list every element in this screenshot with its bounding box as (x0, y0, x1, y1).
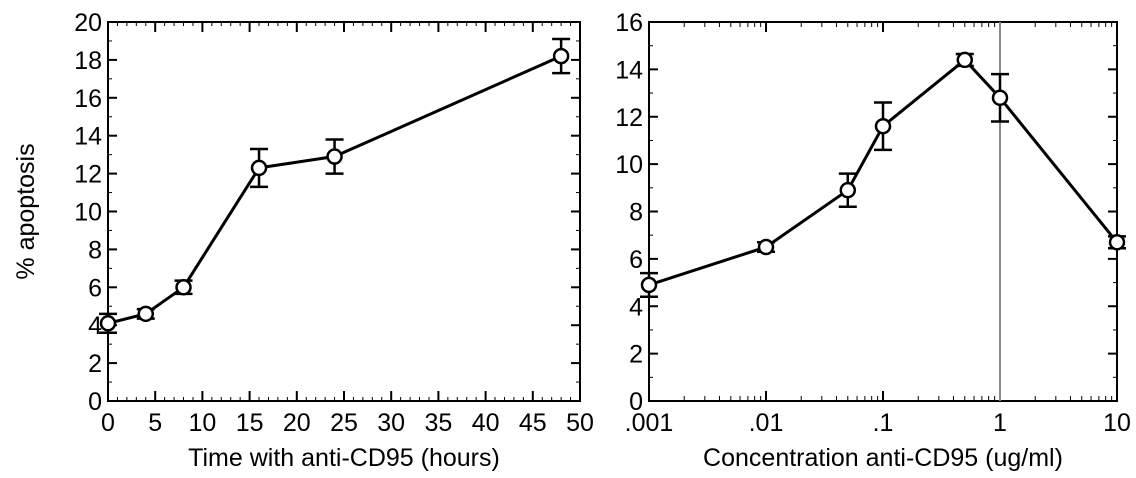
y-tick-label: 4 (88, 312, 102, 340)
x-tick-label: .01 (749, 409, 784, 437)
y-tick-label: 2 (629, 341, 643, 369)
time-course-chart: 0 2 4 6 8 10 12 14 16 18 20 0 5 10 15 20 25 30 35 40 45 50 Tim… (12, 9, 594, 472)
data-point (874, 117, 892, 135)
series-line (648, 58, 1119, 287)
y-axis-title: % apoptosis (12, 143, 40, 279)
y-tick-label: 14 (615, 56, 643, 84)
data-point (99, 315, 117, 332)
series-line (107, 54, 562, 325)
x-tick-label: 0 (101, 409, 115, 437)
x-tick-label: 40 (472, 409, 500, 437)
y-tick-label: 8 (629, 199, 643, 227)
y-tick-label: 12 (615, 104, 643, 132)
data-point (640, 276, 658, 294)
x-axis-title: Concentration anti-CD95 (ug/ml) (703, 444, 1063, 472)
x-tick-label: 30 (377, 409, 405, 437)
data-point (552, 47, 570, 65)
y-tick-label: 6 (88, 274, 102, 302)
y-tick-label: 16 (615, 9, 643, 37)
data-point (250, 159, 268, 177)
y-tick-label: 6 (629, 246, 643, 274)
data-point (175, 279, 192, 296)
y-tick-label: 10 (615, 151, 643, 179)
y-tick-label: 14 (74, 123, 102, 151)
x-tick-label: 20 (283, 409, 311, 437)
data-point (839, 181, 857, 199)
y-tick-label: 12 (74, 161, 102, 189)
y-tick-label: 2 (88, 350, 102, 378)
x-tick-label: 50 (566, 409, 594, 437)
x-tick-label: 10 (188, 409, 216, 437)
x-tick-label: .001 (625, 409, 674, 437)
plot-frame (648, 21, 1118, 402)
y-tick-label: 10 (74, 199, 102, 227)
x-axis-title: Time with anti-CD95 (hours) (188, 444, 500, 472)
x-tick-label: 15 (236, 409, 264, 437)
x-tick-label: 45 (519, 409, 547, 437)
data-point (956, 51, 974, 69)
y-tick-label: 4 (629, 293, 643, 321)
dose-response-chart: 0 2 4 6 8 10 12 14 16 .001 .01 .1 1 10 Concentration a… (615, 9, 1131, 472)
x-tick-label: 5 (148, 409, 162, 437)
x-tick-label: 1 (993, 409, 1007, 437)
x-tick-label: 10 (1103, 409, 1131, 437)
y-tick-label: 20 (74, 9, 102, 37)
y-tick-label: 16 (74, 85, 102, 113)
y-tick-label: 0 (629, 388, 643, 416)
data-point (326, 148, 343, 165)
data-point (137, 305, 155, 323)
data-point (1108, 234, 1126, 251)
x-tick-label: 25 (330, 409, 358, 437)
y-tick-label: 0 (88, 388, 102, 416)
x-tick-label: .1 (873, 409, 894, 437)
x-tick-label: 35 (424, 409, 452, 437)
y-tick-label: 8 (88, 236, 102, 264)
y-tick-label: 18 (74, 47, 102, 75)
data-point (757, 238, 775, 256)
data-point (991, 89, 1009, 107)
